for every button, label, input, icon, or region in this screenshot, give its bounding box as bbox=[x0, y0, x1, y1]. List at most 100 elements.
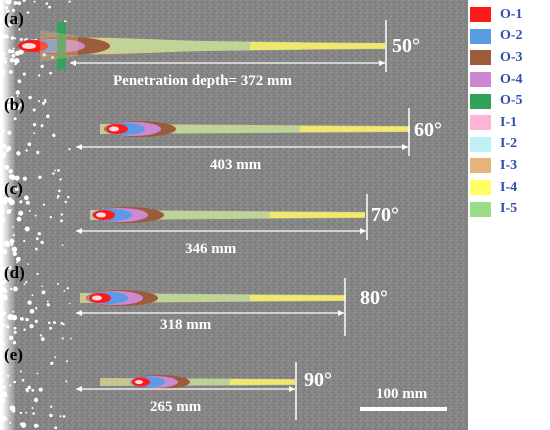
scatter-particle bbox=[57, 282, 59, 285]
legend-label: I-4 bbox=[500, 179, 518, 195]
scatter-particle bbox=[33, 109, 36, 112]
legend-swatch bbox=[470, 115, 491, 131]
scatter-particle bbox=[23, 38, 26, 41]
legend-label: I-2 bbox=[500, 136, 518, 152]
scatter-particle bbox=[35, 247, 38, 251]
scatter-particle bbox=[35, 237, 39, 241]
legend-swatch bbox=[470, 136, 491, 152]
scatter-particle bbox=[63, 290, 66, 292]
scatter-particle bbox=[38, 100, 41, 103]
scatter-particle bbox=[61, 244, 64, 246]
scatter-particle bbox=[38, 175, 42, 179]
panel-e: (e) 90° 265 mm bbox=[4, 345, 332, 420]
scatter-particle bbox=[60, 219, 63, 223]
scatter-particle bbox=[56, 197, 59, 199]
scatter-particle bbox=[36, 424, 39, 427]
scatter-particle bbox=[17, 1, 22, 6]
scatter-particle bbox=[15, 256, 21, 262]
scatter-particle bbox=[19, 192, 23, 196]
panel-d: (d) 80° 318 mm bbox=[4, 263, 388, 336]
scatter-particle bbox=[42, 101, 46, 105]
scatter-particle bbox=[27, 300, 32, 305]
scatter-particle bbox=[49, 326, 53, 330]
scatter-particle bbox=[51, 56, 54, 59]
legend-label: I-1 bbox=[500, 114, 518, 130]
legend-label: O-3 bbox=[500, 49, 523, 65]
scatter-particle bbox=[25, 200, 30, 205]
scatter-particle bbox=[25, 411, 28, 414]
scatter-particle bbox=[40, 124, 44, 128]
bed-edge bbox=[2, 0, 16, 430]
scatter-particle bbox=[61, 337, 64, 340]
legend-label: I-3 bbox=[500, 157, 518, 173]
scatter-particle bbox=[22, 0, 26, 2]
scatter-particle bbox=[48, 321, 51, 325]
angle-label-c: 70° bbox=[371, 204, 399, 226]
scatter-particle bbox=[41, 290, 46, 295]
scatter-particle bbox=[46, 114, 50, 119]
scatter-particle bbox=[40, 64, 44, 69]
scatter-particle bbox=[20, 422, 27, 428]
scatter-particle bbox=[34, 319, 38, 323]
scatter-particle bbox=[18, 28, 21, 31]
jet-trail bbox=[100, 121, 410, 137]
angle-label-a: 50° bbox=[392, 35, 420, 57]
scatter-particle bbox=[26, 11, 30, 14]
legend: O-1 O-2 O-3 O-4 O-5 I-1 I-2 I-3 I-4 I-5 bbox=[470, 4, 550, 220]
scatter-particle bbox=[49, 413, 53, 418]
panel-c: (c) 70° 346 mm bbox=[4, 179, 399, 257]
scatter-particle bbox=[19, 411, 23, 415]
scatter-particle bbox=[15, 90, 20, 95]
angle-label-b: 60° bbox=[414, 119, 442, 141]
scatter-particle bbox=[20, 317, 24, 321]
scatter-particle bbox=[62, 415, 66, 418]
legend-label: I-5 bbox=[500, 201, 518, 217]
depth-label-e: 265 mm bbox=[150, 399, 202, 415]
scatter-particle bbox=[49, 216, 52, 219]
jet-trail bbox=[80, 290, 345, 306]
scatter-particle bbox=[23, 239, 26, 243]
scatter-particle bbox=[52, 172, 55, 175]
scatter-particle bbox=[25, 281, 28, 284]
legend-item: O-5 bbox=[470, 90, 550, 112]
scatter-particle bbox=[28, 209, 31, 212]
panel-b: (b) 60° 403 mm bbox=[4, 95, 442, 173]
scatter-particle bbox=[49, 5, 51, 8]
legend-item: I-3 bbox=[470, 155, 550, 177]
scatter-particle bbox=[53, 321, 56, 325]
scatter-particle bbox=[19, 211, 23, 216]
scatter-particle bbox=[64, 200, 67, 204]
legend-item: I-4 bbox=[470, 177, 550, 199]
legend-swatch bbox=[470, 180, 491, 196]
legend-item: I-1 bbox=[470, 112, 550, 134]
scatter-particle bbox=[66, 287, 69, 290]
scatter-particle bbox=[34, 214, 37, 217]
legend-swatch bbox=[470, 72, 491, 88]
scatter-particle bbox=[16, 105, 21, 110]
scatter-particle bbox=[68, 302, 71, 305]
scatter-particle bbox=[50, 361, 54, 365]
scatter-particle bbox=[59, 178, 62, 181]
panel-label-a: (a) bbox=[4, 9, 24, 28]
scatter-particle bbox=[19, 200, 23, 204]
scatter-particle bbox=[42, 203, 46, 206]
scatter-particle bbox=[54, 356, 57, 359]
legend-swatch bbox=[470, 28, 491, 44]
scatter-particle bbox=[27, 142, 32, 147]
jet-trail bbox=[90, 207, 365, 223]
scatter-particle bbox=[60, 322, 64, 325]
legend-item: I-2 bbox=[470, 134, 550, 156]
scatter-particle bbox=[50, 405, 53, 408]
legend-swatch bbox=[470, 93, 491, 109]
scatter-particle bbox=[16, 95, 19, 97]
scatter-particle bbox=[25, 149, 28, 152]
panel-label-d: (d) bbox=[4, 263, 25, 282]
jet-trail bbox=[18, 22, 385, 70]
depth-label-c: 346 mm bbox=[185, 241, 237, 257]
scatter-particle bbox=[27, 263, 29, 265]
scatter-particle bbox=[59, 415, 62, 418]
scale-bar-label: 100 mm bbox=[376, 386, 428, 402]
scatter-particle bbox=[42, 52, 46, 57]
legend-swatch bbox=[470, 7, 491, 23]
